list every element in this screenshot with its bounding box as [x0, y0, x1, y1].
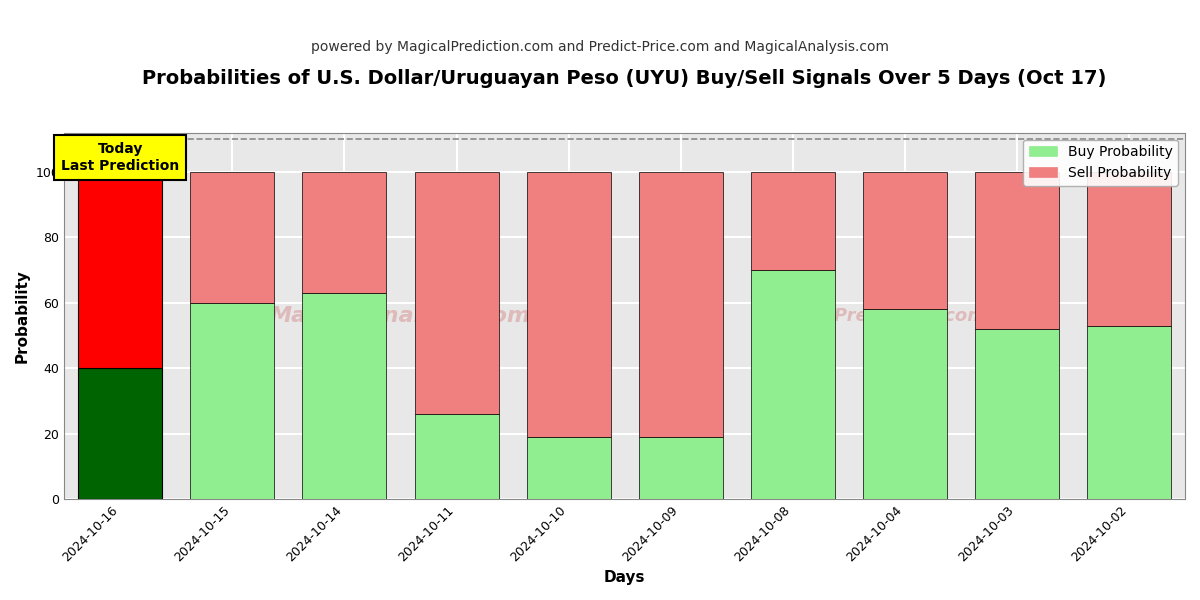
Bar — [1087, 326, 1171, 499]
Text: MagicalAnalysis.com: MagicalAnalysis.com — [270, 306, 532, 326]
Bar — [527, 172, 611, 437]
Title: Probabilities of U.S. Dollar/Uruguayan Peso (UYU) Buy/Sell Signals Over 5 Days (: Probabilities of U.S. Dollar/Uruguayan P… — [143, 69, 1106, 88]
Bar — [414, 414, 498, 499]
Y-axis label: Probability: Probability — [14, 269, 30, 363]
Bar — [974, 172, 1058, 329]
Bar — [302, 172, 386, 293]
Text: MagicalPrediction.com: MagicalPrediction.com — [756, 307, 986, 325]
Bar — [863, 310, 947, 499]
Text: Today
Last Prediction: Today Last Prediction — [61, 142, 180, 173]
Bar — [1087, 172, 1171, 326]
Bar — [974, 329, 1058, 499]
Bar — [191, 303, 275, 499]
Legend: Buy Probability, Sell Probability: Buy Probability, Sell Probability — [1024, 140, 1178, 185]
Text: powered by MagicalPrediction.com and Predict-Price.com and MagicalAnalysis.com: powered by MagicalPrediction.com and Pre… — [311, 40, 889, 54]
Bar — [751, 270, 835, 499]
Bar — [78, 368, 162, 499]
Bar — [191, 172, 275, 303]
Bar — [414, 172, 498, 414]
Bar — [302, 293, 386, 499]
Bar — [751, 172, 835, 270]
Bar — [527, 437, 611, 499]
Bar — [638, 437, 722, 499]
Bar — [638, 172, 722, 437]
X-axis label: Days: Days — [604, 570, 646, 585]
Bar — [78, 172, 162, 368]
Bar — [863, 172, 947, 310]
